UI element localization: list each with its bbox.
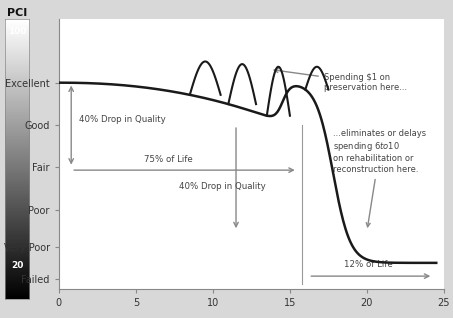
- Text: 100: 100: [8, 27, 26, 37]
- Text: 20: 20: [11, 261, 23, 270]
- Text: 75% of Life: 75% of Life: [144, 155, 193, 164]
- Text: 40% Drop in Quality: 40% Drop in Quality: [79, 115, 166, 124]
- Text: PCI: PCI: [7, 8, 27, 18]
- Text: ...eliminates or delays
spending $6 to $10
on rehabilitation or
reconstruction h: ...eliminates or delays spending $6 to $…: [333, 129, 426, 227]
- Text: 12% of Life: 12% of Life: [344, 260, 393, 269]
- Text: Spending $1 on
preservation here...: Spending $1 on preservation here...: [274, 69, 407, 93]
- Text: 40% Drop in Quality: 40% Drop in Quality: [179, 182, 266, 190]
